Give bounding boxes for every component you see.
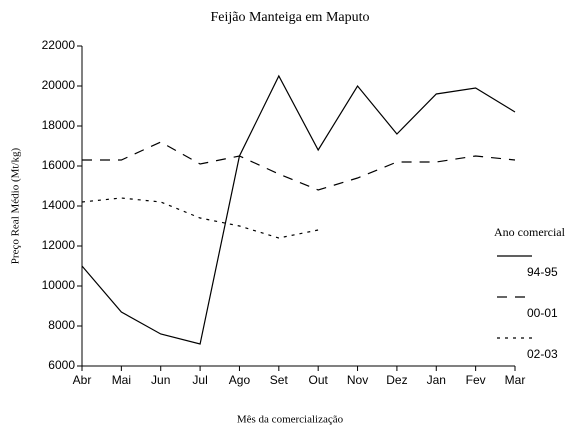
legend-label: 94-95: [527, 265, 558, 279]
legend-label: 00-01: [527, 306, 558, 320]
y-tick-label: 20000: [42, 78, 76, 92]
x-tick-label: Abr: [73, 373, 92, 387]
x-tick-label: Set: [270, 373, 289, 387]
x-tick-label: Jul: [192, 373, 207, 387]
x-tick-label: Out: [309, 373, 329, 387]
series-line: [82, 141, 516, 191]
x-tick-label: Nov: [347, 373, 368, 387]
chart-title: Feijão Manteiga em Maputo: [210, 10, 369, 25]
y-tick-label: 22000: [42, 38, 76, 52]
y-tick-label: 6000: [48, 358, 75, 372]
x-tick-label: Fev: [466, 373, 486, 387]
y-tick-label: 18000: [42, 118, 76, 132]
series-line: [81, 197, 319, 239]
x-axis-label: Mês da comercialização: [237, 414, 344, 426]
series-line: [81, 74, 516, 345]
legend-label: 02-03: [527, 347, 558, 361]
y-axis-label: Preço Real Médio (Mt/kg): [10, 147, 22, 264]
x-tick-label: Dez: [386, 373, 407, 387]
x-tick-label: Mai: [112, 373, 131, 387]
x-tick-label: Ago: [229, 373, 251, 387]
y-tick-label: 16000: [42, 158, 76, 172]
x-tick-label: Jun: [151, 373, 170, 387]
y-tick-label: 14000: [42, 198, 76, 212]
legend-title: Ano comercial: [494, 225, 566, 239]
x-tick-label: Jan: [427, 373, 446, 387]
y-tick-label: 10000: [42, 278, 76, 292]
x-tick-label: Mar: [505, 373, 526, 387]
y-tick-label: 12000: [42, 238, 76, 252]
y-tick-label: 8000: [48, 318, 75, 332]
